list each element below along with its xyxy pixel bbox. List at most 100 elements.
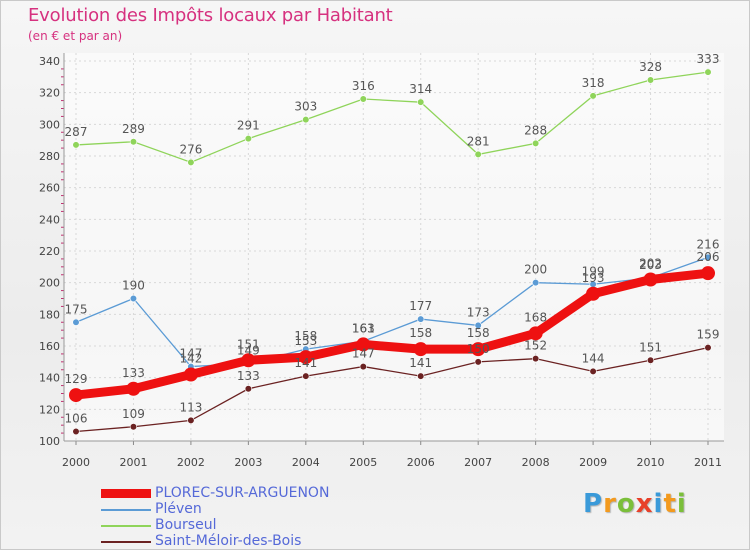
data-point-pleven xyxy=(417,315,425,323)
data-label-bourseul: 328 xyxy=(639,60,662,74)
data-label-pleven: 149 xyxy=(237,343,260,357)
data-point-plorec-sur-arguenon xyxy=(413,342,428,357)
data-label-saint-meloir-des-bois: 141 xyxy=(409,356,432,370)
data-point-bourseul xyxy=(129,138,138,146)
data-label-saint-meloir-des-bois: 152 xyxy=(524,339,547,353)
data-point-bourseul xyxy=(646,76,655,84)
data-point-saint-meloir-des-bois xyxy=(187,416,195,425)
x-tick-label: 2006 xyxy=(407,456,435,469)
data-label-bourseul: 288 xyxy=(524,123,547,137)
series-line-plorec-sur-arguenon xyxy=(71,268,713,400)
data-label-pleven: 200 xyxy=(524,263,547,277)
data-point-plorec-sur-arguenon xyxy=(586,286,601,301)
y-tick-label: 340 xyxy=(39,55,60,68)
data-label-pleven: 216 xyxy=(697,237,720,251)
series-line-saint-meloir-des-bois xyxy=(75,346,709,433)
data-label-pleven: 199 xyxy=(582,264,605,278)
data-point-saint-meloir-des-bois xyxy=(244,385,252,393)
x-tick-label: 2003 xyxy=(234,456,262,469)
y-tick-label: 300 xyxy=(39,118,60,131)
data-label-pleven: 175 xyxy=(65,302,88,316)
data-point-plorec-sur-arguenon xyxy=(126,381,141,396)
legend-swatch xyxy=(101,541,151,543)
legend-label: PLOREC-SUR-ARGUENON xyxy=(155,485,330,501)
data-label-plorec-sur-arguenon: 168 xyxy=(524,310,547,324)
data-point-bourseul xyxy=(302,115,310,124)
data-label-saint-meloir-des-bois: 159 xyxy=(697,328,720,342)
chart-title: Evolution des Impôts locaux par Habitant xyxy=(28,5,393,26)
y-tick-label: 140 xyxy=(39,372,60,385)
data-label-plorec-sur-arguenon: 133 xyxy=(122,366,145,380)
data-point-bourseul xyxy=(359,95,367,103)
data-point-saint-meloir-des-bois xyxy=(646,356,655,364)
proxiti-logo: Proxiti xyxy=(583,489,687,519)
data-label-bourseul: 289 xyxy=(122,122,145,136)
data-point-bourseul xyxy=(187,158,195,166)
data-label-saint-meloir-des-bois: 150 xyxy=(467,342,490,356)
data-label-bourseul: 276 xyxy=(179,142,202,156)
data-point-saint-meloir-des-bois xyxy=(72,427,80,436)
data-point-plorec-sur-arguenon xyxy=(701,266,715,281)
data-point-bourseul xyxy=(474,150,482,159)
data-point-pleven xyxy=(129,294,138,303)
legend-label: Bourseul xyxy=(155,517,217,533)
data-point-bourseul xyxy=(532,139,540,147)
data-point-plorec-sur-arguenon xyxy=(298,350,313,365)
data-label-pleven: 147 xyxy=(179,347,202,361)
data-label-plorec-sur-arguenon: 151 xyxy=(237,337,260,351)
data-label-saint-meloir-des-bois: 106 xyxy=(65,412,88,426)
data-label-bourseul: 316 xyxy=(352,79,375,93)
y-tick-label: 200 xyxy=(39,277,60,290)
data-label-saint-meloir-des-bois: 151 xyxy=(639,340,662,354)
legend-label: Pléven xyxy=(155,501,202,517)
data-label-plorec-sur-arguenon: 206 xyxy=(697,250,720,264)
data-label-bourseul: 314 xyxy=(409,82,432,96)
y-tick-label: 180 xyxy=(39,308,60,321)
data-point-bourseul xyxy=(704,68,712,76)
y-tick-label: 280 xyxy=(39,150,60,163)
data-label-plorec-sur-arguenon: 158 xyxy=(409,326,432,340)
data-point-saint-meloir-des-bois xyxy=(359,362,367,371)
data-label-plorec-sur-arguenon: 161 xyxy=(352,321,375,335)
logo-letter: x xyxy=(635,489,654,519)
x-tick-label: 2005 xyxy=(349,456,377,469)
series-line-bourseul xyxy=(75,71,709,164)
data-point-bourseul xyxy=(72,141,80,149)
data-label-pleven: 158 xyxy=(294,329,317,343)
data-label-bourseul: 303 xyxy=(294,100,317,114)
data-label-pleven: 163 xyxy=(352,321,375,335)
logo-letter: r xyxy=(603,489,617,519)
data-label-pleven: 190 xyxy=(122,279,145,293)
data-label-saint-meloir-des-bois: 113 xyxy=(179,400,202,414)
data-label-plorec-sur-arguenon: 129 xyxy=(65,372,88,386)
data-point-plorec-sur-arguenon xyxy=(643,272,658,287)
x-tick-label: 2002 xyxy=(177,456,205,469)
data-point-pleven xyxy=(72,318,80,326)
legend-swatch xyxy=(101,509,151,511)
x-tick-label: 2009 xyxy=(579,456,607,469)
data-label-plorec-sur-arguenon: 142 xyxy=(179,352,202,366)
data-label-bourseul: 291 xyxy=(237,119,260,133)
data-point-saint-meloir-des-bois xyxy=(589,367,597,375)
data-label-bourseul: 287 xyxy=(65,125,88,139)
data-point-saint-meloir-des-bois xyxy=(704,343,712,352)
data-label-saint-meloir-des-bois: 144 xyxy=(582,351,605,365)
y-tick-label: 320 xyxy=(39,87,60,100)
logo-letter: i xyxy=(653,489,664,519)
data-label-plorec-sur-arguenon: 153 xyxy=(294,334,317,348)
data-point-plorec-sur-arguenon xyxy=(69,388,83,403)
data-point-bourseul xyxy=(417,98,425,106)
data-label-plorec-sur-arguenon: 202 xyxy=(639,257,662,271)
data-point-plorec-sur-arguenon xyxy=(241,353,256,368)
legend-swatch xyxy=(101,525,151,527)
x-tick-label: 2004 xyxy=(292,456,320,469)
data-label-pleven: 203 xyxy=(639,258,662,272)
x-tick-label: 2001 xyxy=(119,456,147,469)
data-label-saint-meloir-des-bois: 133 xyxy=(237,369,260,383)
data-point-bourseul xyxy=(244,134,252,143)
y-tick-label: 160 xyxy=(39,340,60,353)
y-tick-label: 260 xyxy=(39,182,60,195)
data-point-plorec-sur-arguenon xyxy=(528,326,543,341)
y-tick-label: 240 xyxy=(39,213,60,226)
